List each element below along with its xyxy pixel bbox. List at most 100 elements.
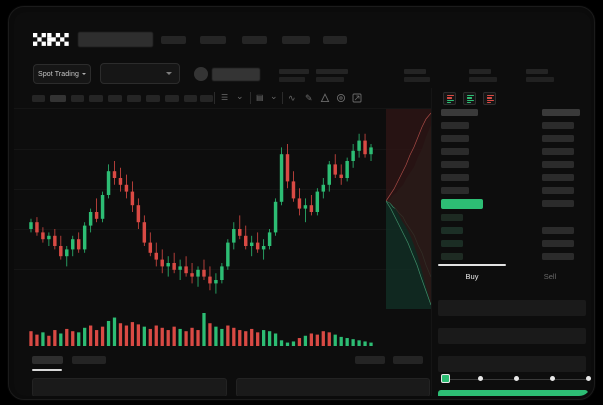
timeframe-button-2[interactable]: [50, 95, 66, 102]
orderbook-sidebar: Buy Sell: [431, 88, 591, 396]
nav-item-5[interactable]: [323, 36, 347, 44]
sub-header-bar: Spot Trading: [14, 60, 591, 88]
settings-icon[interactable]: [336, 93, 346, 103]
orderbook-right-row[interactable]: [542, 253, 574, 260]
line-tool-icon[interactable]: ∿: [288, 93, 296, 103]
timeframe-button-3[interactable]: [71, 95, 84, 102]
order-price-field[interactable]: [438, 300, 586, 316]
trading-mode-select[interactable]: Spot Trading: [33, 64, 91, 84]
orderbook-right-row[interactable]: [542, 148, 574, 155]
nav-item-3[interactable]: [242, 36, 267, 44]
orderbook-right-row[interactable]: [542, 240, 574, 247]
chevron-down-icon: [81, 73, 86, 75]
orderbook-both-icon[interactable]: [443, 92, 456, 105]
okx-logo[interactable]: [33, 33, 70, 46]
icon-bars: [446, 95, 454, 104]
timeframe-button-4[interactable]: [89, 95, 103, 102]
orderbook-right-row[interactable]: [542, 174, 574, 181]
bottom-control-1[interactable]: [355, 356, 385, 364]
timeframe-button-7[interactable]: [146, 95, 160, 102]
orderbook-ask-row[interactable]: [441, 148, 469, 155]
bottom-tab-2[interactable]: [72, 356, 106, 364]
orderbook-right-row[interactable]: [542, 135, 574, 142]
orderbook-bid-row[interactable]: [441, 253, 463, 260]
orderbook-ask-row[interactable]: [441, 161, 469, 168]
trading-mode-label: Spot Trading: [38, 70, 79, 78]
indicators-dropdown-icon[interactable]: ⌄: [236, 91, 244, 101]
orderbook-right-row[interactable]: [542, 187, 574, 194]
nav-item-2[interactable]: [200, 36, 226, 44]
tab-buy[interactable]: Buy: [465, 272, 479, 281]
trading-app: Spot Trading: [14, 12, 591, 396]
orderbook-right-row[interactable]: [542, 227, 574, 234]
timeframe-button-10[interactable]: [200, 95, 213, 102]
orderbook-asks-icon[interactable]: [483, 92, 496, 105]
slider-stop-100[interactable]: [586, 376, 591, 381]
bottom-panel-2[interactable]: [236, 378, 430, 396]
nav-item-1[interactable]: [161, 36, 186, 44]
bottom-tab-bar: [14, 352, 431, 374]
orderbook-ask-row[interactable]: [441, 122, 469, 129]
volume-series: [29, 313, 373, 346]
candlestick-series: [29, 133, 373, 294]
device-frame: Spot Trading: [8, 6, 595, 400]
toolbar-divider: [214, 92, 215, 104]
pair-name-value: [212, 68, 260, 81]
orderbook-rows[interactable]: [432, 109, 591, 269]
bottom-control-2[interactable]: [393, 356, 423, 364]
stat-block-1: [279, 69, 309, 82]
buy-tab-underline: [438, 264, 506, 266]
slider-stop-75[interactable]: [550, 376, 555, 381]
orderbook-ask-row[interactable]: [441, 174, 469, 181]
fullscreen-icon[interactable]: [352, 93, 362, 103]
nav-item-4[interactable]: [282, 36, 310, 44]
slider-stop-50[interactable]: [514, 376, 519, 381]
orderbook-bids-icon[interactable]: [463, 92, 476, 105]
chart-type-icon[interactable]: ▤: [256, 93, 264, 102]
orderbook-bid-row[interactable]: [441, 240, 463, 247]
chart-gridline: [14, 229, 431, 230]
stat-block-2: [316, 69, 348, 82]
icon-bars: [466, 95, 474, 104]
pencil-icon[interactable]: ✎: [305, 93, 313, 103]
orderbook-bid-row[interactable]: [441, 227, 463, 234]
orderbook-ask-row[interactable]: [441, 135, 469, 142]
orderbook-current-price: [441, 199, 483, 209]
chevron-down-icon: [166, 72, 172, 75]
chart-toolbar: ☰ ⌄ ▤ ⌄ ∿ ✎: [14, 88, 431, 109]
alert-icon[interactable]: [320, 93, 330, 103]
timeframe-button-9[interactable]: [184, 95, 197, 102]
orderbook-header-left: [441, 109, 478, 116]
bottom-tab-1[interactable]: [32, 356, 63, 364]
toolbar-divider-3: [282, 92, 283, 104]
chart-type-dropdown-icon[interactable]: ⌄: [270, 91, 278, 101]
order-total-field[interactable]: [438, 356, 586, 372]
orderbook-bid-row[interactable]: [441, 214, 463, 221]
search-input[interactable]: [78, 32, 153, 47]
timeframe-button-1[interactable]: [32, 95, 45, 102]
timeframe-button-8[interactable]: [165, 95, 179, 102]
stat-block-5: [526, 69, 554, 82]
icon-bars: [486, 95, 494, 104]
timeframe-button-5[interactable]: [108, 95, 122, 102]
order-form-tabs: Buy Sell: [432, 264, 591, 290]
order-percent-slider[interactable]: [441, 374, 591, 384]
price-chart-panel[interactable]: [14, 109, 431, 352]
bottom-tab-active-underline: [32, 369, 62, 371]
submit-buy-button[interactable]: [438, 390, 588, 396]
trading-pair-select[interactable]: [100, 63, 180, 84]
depth-chart-overlay: [386, 109, 431, 309]
orderbook-header-right: [542, 109, 580, 116]
tab-sell[interactable]: Sell: [543, 272, 557, 281]
orderbook-ask-row[interactable]: [441, 187, 469, 194]
orderbook-right-row[interactable]: [542, 122, 574, 129]
timeframe-button-6[interactable]: [127, 95, 141, 102]
orderbook-right-row[interactable]: [542, 161, 574, 168]
indicators-icon[interactable]: ☰: [221, 93, 229, 102]
slider-handle[interactable]: [441, 374, 450, 383]
chart-gridline: [14, 149, 431, 150]
orderbook-right-row[interactable]: [542, 200, 574, 207]
order-amount-field[interactable]: [438, 328, 586, 344]
slider-stop-25[interactable]: [478, 376, 483, 381]
bottom-panel-1[interactable]: [32, 378, 227, 396]
